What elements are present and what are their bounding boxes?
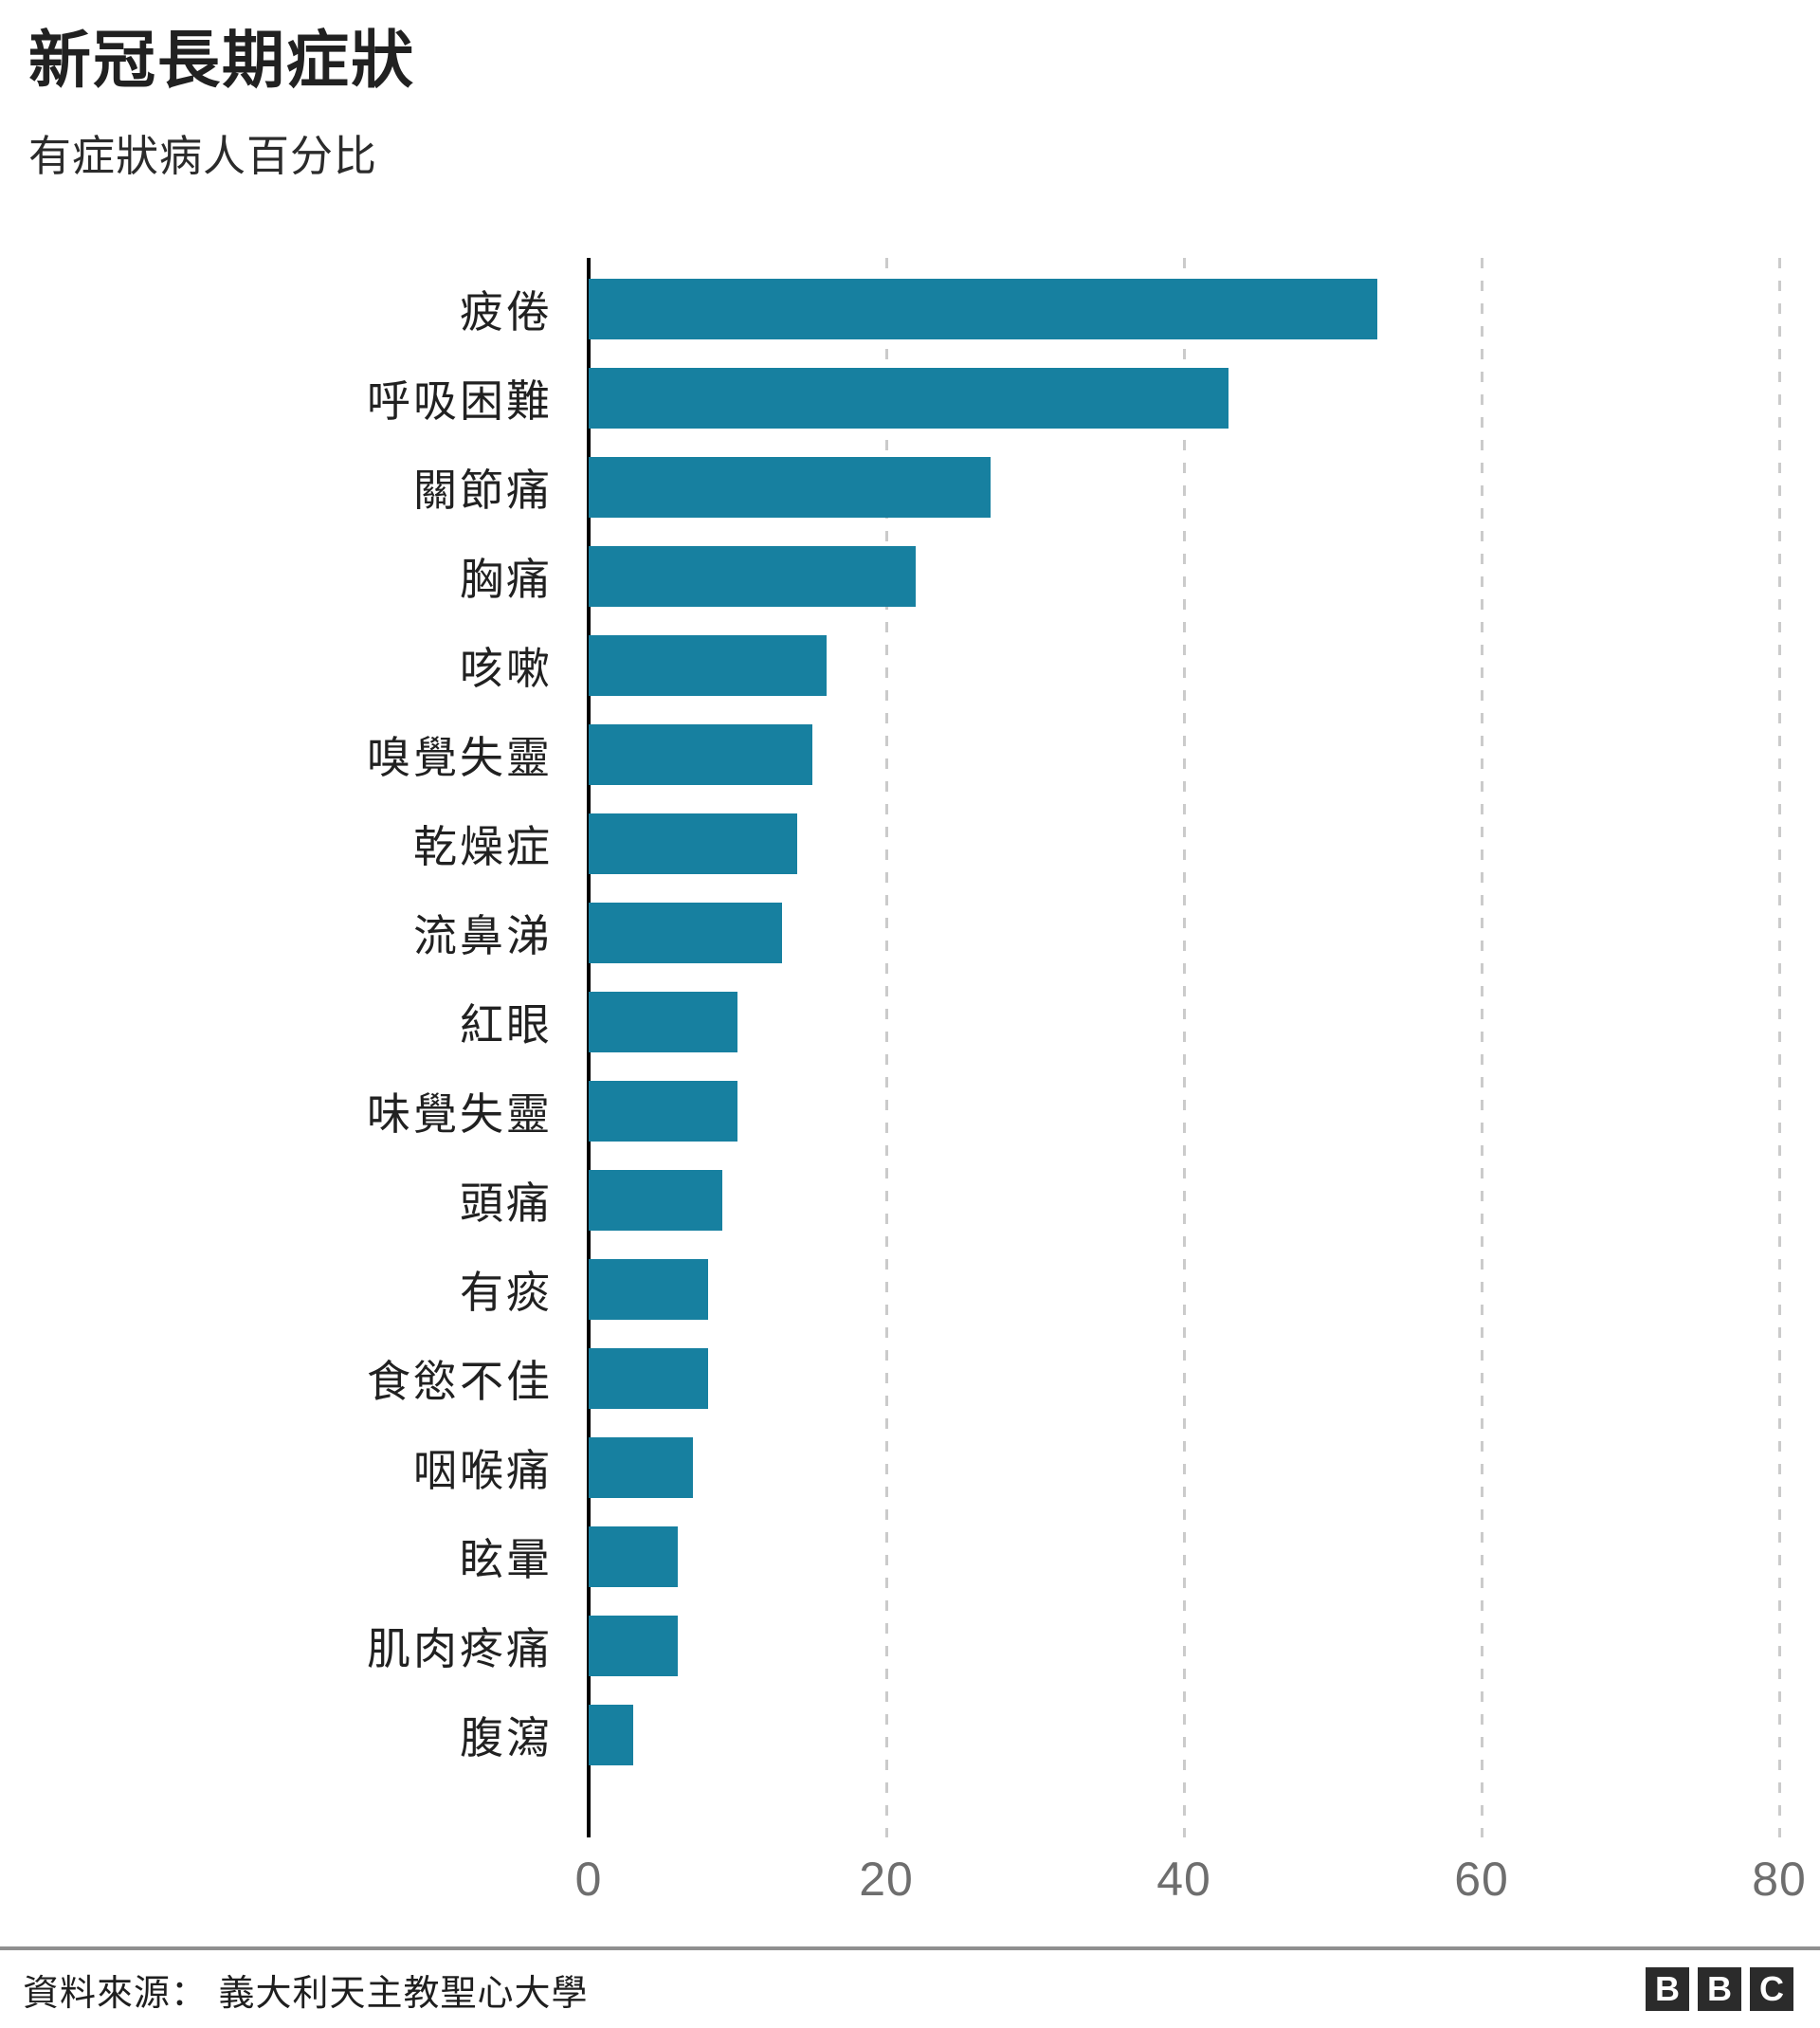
bar-疲倦 (589, 279, 1378, 339)
source-text: 資料來源： 義大利天主教聖心大學 (23, 1973, 589, 2014)
table-row: 頭痛 (0, 1156, 1820, 1245)
bar-流鼻涕 (589, 903, 783, 963)
bar-嗅覺失靈 (589, 724, 812, 785)
category-label: 咳嗽 (460, 644, 553, 693)
table-row: 咳嗽 (0, 621, 1820, 710)
bar-眩暈 (589, 1526, 679, 1587)
table-row: 肌肉疼痛 (0, 1601, 1820, 1690)
table-row: 胸痛 (0, 532, 1820, 621)
table-row: 腹瀉 (0, 1690, 1820, 1780)
category-label: 肌肉疼痛 (367, 1624, 553, 1673)
bar-rows: 疲倦呼吸困難關節痛胸痛咳嗽嗅覺失靈乾燥症流鼻涕紅眼味覺失靈頭痛有痰食慾不佳咽喉痛… (0, 265, 1820, 1780)
table-row: 味覺失靈 (0, 1067, 1820, 1156)
bbc-logo-letter: C (1750, 1967, 1793, 2011)
category-label: 食慾不佳 (367, 1357, 553, 1406)
category-label: 關節痛 (413, 466, 553, 515)
x-tick-label-0: 0 (574, 1853, 603, 1906)
category-label: 眩暈 (460, 1535, 553, 1584)
table-row: 咽喉痛 (0, 1423, 1820, 1512)
chart-subtitle: 有症狀病人百分比 (28, 131, 378, 180)
category-label: 味覺失靈 (367, 1089, 553, 1139)
chart-title: 新冠長期症狀 (28, 25, 415, 95)
table-row: 流鼻涕 (0, 888, 1820, 977)
table-row: 食慾不佳 (0, 1334, 1820, 1423)
bar-腹瀉 (589, 1705, 634, 1765)
bar-咽喉痛 (589, 1437, 693, 1498)
category-label: 有痰 (460, 1268, 553, 1317)
table-row: 紅眼 (0, 977, 1820, 1067)
x-tick-label-40: 40 (1156, 1853, 1211, 1906)
x-tick-label-80: 80 (1752, 1853, 1807, 1906)
bar-關節痛 (589, 457, 991, 518)
chart-header: 新冠長期症狀 有症狀病人百分比 (0, 0, 1820, 237)
category-label: 呼吸困難 (367, 376, 553, 426)
bar-咳嗽 (589, 635, 828, 696)
x-tick-label-20: 20 (859, 1853, 914, 1906)
category-label: 胸痛 (460, 555, 553, 604)
category-label: 疲倦 (460, 287, 553, 337)
bar-肌肉疼痛 (589, 1616, 679, 1676)
table-row: 乾燥症 (0, 799, 1820, 888)
bar-chart: 疲倦呼吸困難關節痛胸痛咳嗽嗅覺失靈乾燥症流鼻涕紅眼味覺失靈頭痛有痰食慾不佳咽喉痛… (0, 237, 1820, 1909)
bar-味覺失靈 (589, 1081, 737, 1142)
bar-紅眼 (589, 992, 737, 1052)
table-row: 嗅覺失靈 (0, 710, 1820, 799)
bar-乾燥症 (589, 813, 797, 874)
category-label: 乾燥症 (413, 822, 553, 871)
table-row: 有痰 (0, 1245, 1820, 1334)
bar-胸痛 (589, 546, 917, 607)
category-label: 流鼻涕 (413, 911, 553, 960)
x-axis-ticks: 0 20 40 60 80 (575, 1849, 1806, 1909)
bar-有痰 (589, 1259, 708, 1320)
bar-呼吸困難 (589, 368, 1229, 429)
bar-食慾不佳 (589, 1348, 708, 1409)
x-tick-label-60: 60 (1454, 1853, 1509, 1906)
category-label: 嗅覺失靈 (367, 733, 553, 782)
category-label: 紅眼 (460, 1000, 553, 1050)
category-label: 頭痛 (460, 1178, 553, 1228)
bbc-logo-letter: B (1646, 1967, 1689, 2011)
bbc-logo-letter: B (1698, 1967, 1741, 2011)
category-label: 腹瀉 (460, 1713, 553, 1763)
bar-頭痛 (589, 1170, 723, 1231)
table-row: 疲倦 (0, 265, 1820, 354)
table-row: 眩暈 (0, 1512, 1820, 1601)
table-row: 關節痛 (0, 443, 1820, 532)
category-label: 咽喉痛 (413, 1446, 553, 1495)
table-row: 呼吸困難 (0, 354, 1820, 443)
